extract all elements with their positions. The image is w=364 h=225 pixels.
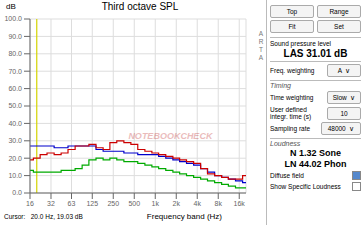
svg-text:20.0: 20.0 (8, 155, 22, 162)
html-text:Freq. weighting: Freq. weighting (270, 67, 315, 74)
svg-text:500: 500 (128, 200, 140, 207)
html-text:Time weighting: Time weighting (270, 94, 314, 101)
svg-text:80.0: 80.0 (8, 50, 22, 57)
html-text:LAS 31.01 dB: LAS 31.01 dB (283, 48, 348, 59)
html-text:Third octave SPL: Third octave SPL (101, 1, 179, 12)
html-text:Sound pressure level: Sound pressure level (270, 40, 332, 47)
svg-text:63: 63 (68, 200, 76, 207)
svg-text:10.0: 10.0 (8, 172, 22, 179)
html-text:Fit: Fit (288, 23, 296, 30)
svg-text:0.0: 0.0 (12, 189, 22, 196)
html-text:dB: dB (6, 2, 16, 11)
svg-text:60.0: 60.0 (8, 85, 22, 92)
html-text:Timing: Timing (270, 82, 291, 89)
html-text:User defined integr. time (s): User defined integr. time (s) (270, 106, 312, 120)
html-text:Top: Top (286, 8, 298, 15)
svg-text:100.0: 100.0 (8, 15, 22, 22)
svg-text:8k: 8k (215, 200, 223, 207)
svg-text:30.0: 30.0 (8, 137, 22, 144)
html-text:Loudness: Loudness (270, 140, 301, 147)
html-text:Show Specific Loudness: Show Specific Loudness (270, 183, 341, 190)
svg-text:2k: 2k (173, 200, 181, 207)
svg-text:16k: 16k (234, 200, 246, 207)
svg-text:70.0: 70.0 (8, 68, 22, 75)
svg-text:125: 125 (86, 200, 98, 207)
html-text:A R T A: A R T A (258, 30, 264, 61)
svg-text:16: 16 (26, 200, 34, 207)
svg-text:1k: 1k (152, 200, 160, 207)
svg-text:32: 32 (47, 200, 55, 207)
html-text:Slow ∨: Slow ∨ (332, 94, 356, 101)
svg-text:4k: 4k (194, 200, 202, 207)
html-text:Range: Range (329, 8, 349, 15)
html-text:Set: Set (334, 23, 344, 30)
svg-text:50.0: 50.0 (8, 102, 22, 109)
html-text:Frequency band (Hz): Frequency band (Hz) (146, 211, 222, 221)
html-text:N 1.32 Sone: N 1.32 Sone (290, 148, 341, 158)
html-text:Sampling rate: Sampling rate (270, 125, 311, 132)
html-text:48000 ∨: 48000 ∨ (327, 125, 355, 132)
html-text:Diffuse field: Diffuse field (270, 172, 304, 179)
svg-text:90.0: 90.0 (8, 33, 22, 40)
html-text:LN 44.02 Phon: LN 44.02 Phon (284, 159, 347, 169)
svg-text:250: 250 (107, 200, 119, 207)
html-text:10: 10 (340, 109, 348, 117)
html-text:Cursor: 20.0 Hz, 19.03 dB: Cursor: 20.0 Hz, 19.03 dB (4, 212, 83, 220)
html-text:A ∨: A ∨ (337, 67, 351, 74)
svg-text:40.0: 40.0 (8, 120, 22, 127)
html-text:NOTEBOOKCHECK: NOTEBOOKCHECK (128, 131, 213, 142)
